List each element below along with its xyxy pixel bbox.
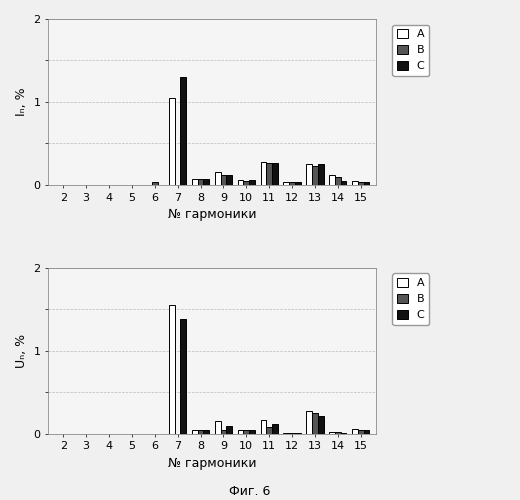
Bar xyxy=(198,430,203,434)
Legend: A, B, C: A, B, C xyxy=(392,24,429,76)
Bar xyxy=(226,175,232,185)
Bar xyxy=(358,182,363,185)
Bar xyxy=(272,164,278,185)
Bar xyxy=(266,427,272,434)
Bar xyxy=(192,179,198,185)
Bar xyxy=(192,430,198,434)
Bar xyxy=(312,413,318,434)
Bar xyxy=(363,182,369,185)
Bar xyxy=(295,433,301,434)
Bar xyxy=(180,320,186,434)
X-axis label: № гармоники: № гармоники xyxy=(168,208,256,221)
Bar xyxy=(283,433,289,434)
Bar xyxy=(243,430,249,434)
Y-axis label: Iₙ, %: Iₙ, % xyxy=(15,88,28,117)
Bar xyxy=(169,305,175,434)
Bar xyxy=(329,432,335,434)
Bar xyxy=(272,424,278,434)
Bar xyxy=(352,181,358,185)
Text: Фиг. 6: Фиг. 6 xyxy=(229,485,270,498)
Bar xyxy=(180,77,186,185)
Bar xyxy=(152,182,158,185)
Bar xyxy=(220,175,226,185)
Bar xyxy=(335,176,341,185)
Bar xyxy=(341,433,346,434)
Bar xyxy=(363,430,369,434)
Bar xyxy=(238,180,243,185)
Bar xyxy=(249,430,255,434)
Bar xyxy=(266,164,272,185)
Bar xyxy=(358,430,363,434)
Bar xyxy=(220,430,226,434)
Bar xyxy=(226,426,232,434)
Bar xyxy=(203,179,209,185)
Bar xyxy=(318,164,323,185)
Bar xyxy=(295,182,301,185)
Bar xyxy=(261,420,266,434)
Legend: A, B, C: A, B, C xyxy=(392,274,429,325)
Bar xyxy=(312,166,318,185)
Bar xyxy=(261,162,266,185)
Bar xyxy=(249,180,255,185)
Bar xyxy=(283,182,289,185)
Bar xyxy=(329,175,335,185)
Bar xyxy=(215,422,220,434)
Bar xyxy=(289,182,295,185)
Bar xyxy=(243,181,249,185)
Bar xyxy=(306,164,312,185)
Bar xyxy=(289,433,295,434)
Bar xyxy=(341,181,346,185)
Bar xyxy=(318,416,323,434)
Bar xyxy=(238,430,243,434)
Bar xyxy=(169,98,175,185)
Bar xyxy=(203,430,209,434)
X-axis label: № гармоники: № гармоники xyxy=(168,457,256,470)
Bar xyxy=(335,432,341,434)
Y-axis label: Uₙ, %: Uₙ, % xyxy=(15,334,28,368)
Bar xyxy=(352,429,358,434)
Bar xyxy=(198,179,203,185)
Bar xyxy=(306,410,312,434)
Bar xyxy=(215,172,220,185)
